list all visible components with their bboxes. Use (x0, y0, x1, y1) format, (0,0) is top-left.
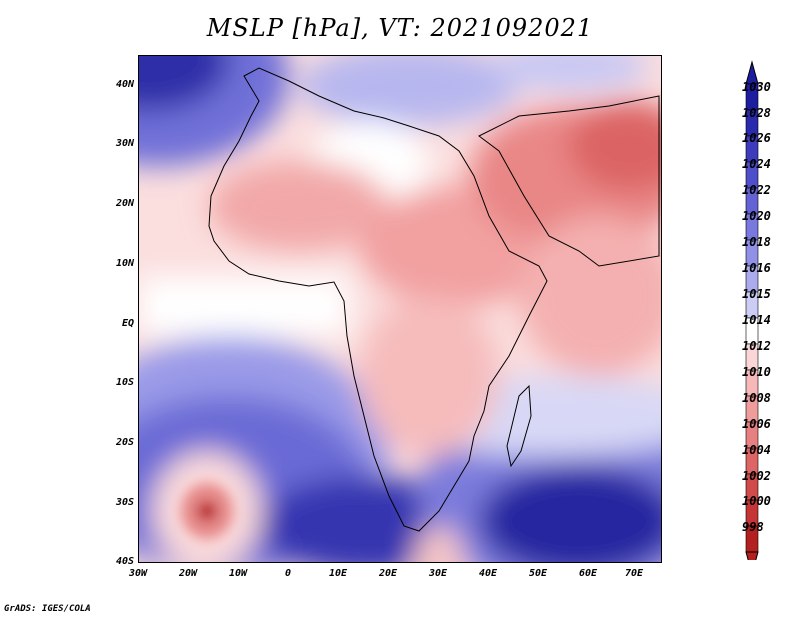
lon-label-10w: 10W (228, 568, 248, 579)
legend-label-1000: 1000 (742, 494, 771, 508)
lat-label-10s: 10S (115, 377, 134, 388)
lon-label-70e: 70E (624, 568, 644, 579)
lat-label-10n: 10N (115, 258, 134, 269)
legend-label-998: 998 (742, 520, 764, 534)
legend-label-1030: 1030 (742, 80, 771, 94)
chart-title: MSLP [hPa], VT: 2021092021 (206, 14, 594, 42)
credit-text: GrADS: IGES/COLA (4, 604, 91, 614)
lon-label-30e: 30E (428, 568, 448, 579)
legend-label-1028: 1028 (742, 106, 771, 120)
legend-label-1010: 1010 (742, 365, 771, 379)
lat-label-eq: EQ (121, 318, 134, 329)
legend-label-1015: 1015 (742, 287, 771, 301)
legend-label-1020: 1020 (742, 209, 771, 223)
lat-label-30n: 30N (115, 138, 134, 149)
lon-label-40e: 40E (478, 568, 498, 579)
legend-label-1024: 1024 (742, 157, 771, 171)
lat-label-30s: 30S (115, 497, 134, 508)
lon-label-20w: 20W (178, 568, 198, 579)
legend-label-1004: 1004 (742, 443, 771, 457)
legend-label-1022: 1022 (742, 183, 771, 197)
lat-label-20n: 20N (115, 198, 134, 209)
legend-label-1026: 1026 (742, 131, 771, 145)
lat-label-40n: 40N (115, 79, 134, 90)
lat-label-20s: 20S (115, 437, 134, 448)
legend-label-1016: 1016 (742, 261, 771, 275)
colorbar-arrow-bottom (745, 551, 759, 560)
legend-label-1008: 1008 (742, 391, 771, 405)
lat-label-40s: 40S (115, 556, 134, 567)
colorbar-legend (745, 60, 759, 560)
lon-label-50e: 50E (528, 568, 548, 579)
legend-label-1012: 1012 (742, 339, 771, 353)
legend-label-1006: 1006 (742, 417, 771, 431)
legend-label-1018: 1018 (742, 235, 771, 249)
lon-label-10e: 10E (328, 568, 348, 579)
legend-label-1002: 1002 (742, 469, 771, 483)
lon-label-60e: 60E (578, 568, 598, 579)
legend-label-1014: 1014 (742, 313, 771, 327)
lon-label-30w: 30W (128, 568, 148, 579)
lon-label-0: 0 (284, 568, 292, 579)
pressure-map (138, 55, 662, 563)
lon-label-20e: 20E (378, 568, 398, 579)
